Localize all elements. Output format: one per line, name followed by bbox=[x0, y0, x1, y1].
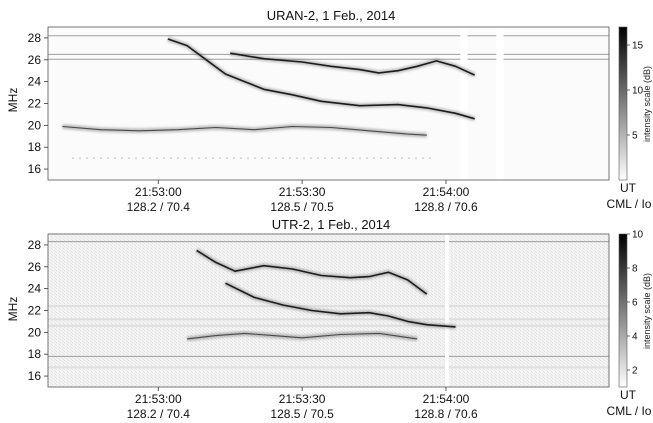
colorbar-label: intensity scale (dB) bbox=[642, 273, 652, 349]
y-tick-label: 16 bbox=[28, 369, 42, 383]
y-tick-label: 22 bbox=[28, 97, 42, 111]
x-tick-time: 21:53:30 bbox=[279, 392, 326, 406]
colorbar-tick-label: 4 bbox=[632, 332, 638, 343]
colorbar-tick-label: 8 bbox=[632, 264, 638, 275]
emission-feature bbox=[229, 50, 476, 78]
emission-feature bbox=[167, 36, 476, 122]
colorbar bbox=[618, 233, 628, 388]
x-unit-time: UT bbox=[620, 181, 637, 195]
data-gap bbox=[445, 234, 449, 387]
y-tick-label: 28 bbox=[28, 238, 42, 252]
data-gap bbox=[496, 27, 504, 180]
colorbar-tick-label: 6 bbox=[632, 298, 638, 309]
x-tick-time: 21:54:00 bbox=[423, 392, 470, 406]
y-ticks: 16 18 20 22 24 26 28 bbox=[28, 31, 48, 176]
y-tick-label: 18 bbox=[28, 347, 42, 361]
y-axis-label: MHz bbox=[6, 88, 20, 113]
background-features bbox=[48, 35, 609, 159]
x-tick-cml: 128.2 / 70.4 bbox=[127, 200, 191, 214]
emission-feature bbox=[195, 248, 429, 297]
emission-features bbox=[186, 248, 456, 342]
y-tick-label: 24 bbox=[28, 75, 42, 89]
panel-uran2: URAN-2, 1 Feb., 2014 MHz 16182022242628 … bbox=[6, 8, 652, 214]
colorbar-tick-label: 15 bbox=[632, 41, 644, 52]
x-tick-cml: 128.8 / 70.6 bbox=[414, 407, 478, 421]
x-tick-time: 21:53:00 bbox=[135, 392, 182, 406]
y-axis-label: MHz bbox=[6, 297, 20, 322]
y-tick-label: 20 bbox=[28, 325, 42, 339]
background-features bbox=[48, 241, 609, 369]
emission-trace bbox=[230, 52, 476, 76]
data-gap bbox=[460, 27, 468, 180]
colorbar-label: intensity scale (dB) bbox=[642, 66, 652, 142]
x-tick-time: 21:53:30 bbox=[279, 185, 326, 199]
x-tick-time: 21:54:00 bbox=[423, 185, 470, 199]
panel-title: UTR-2, 1 Feb., 2014 bbox=[272, 217, 391, 232]
y-tick-label: 22 bbox=[28, 304, 42, 318]
emission-trace bbox=[167, 38, 475, 120]
colorbar-tick-label: 2 bbox=[632, 366, 638, 377]
panel-title: URAN-2, 1 Feb., 2014 bbox=[267, 8, 396, 23]
x-tick-cml: 128.5 / 70.5 bbox=[270, 200, 334, 214]
x-unit-time: UT bbox=[620, 388, 637, 402]
y-ticks: 16 18 20 22 24 26 28 bbox=[28, 238, 48, 383]
y-tick-label: 18 bbox=[28, 140, 42, 154]
x-unit-cml: CML / Io bbox=[607, 404, 652, 418]
data-gaps bbox=[460, 27, 504, 180]
data-gaps bbox=[445, 234, 449, 387]
emission-features bbox=[62, 36, 476, 138]
x-tick-cml: 128.8 / 70.6 bbox=[414, 200, 478, 214]
y-tick-label: 16 bbox=[28, 162, 42, 176]
emission-trace bbox=[196, 249, 428, 295]
emission-feature bbox=[224, 280, 456, 330]
emission-trace bbox=[225, 282, 456, 328]
colorbar-tick-label: 5 bbox=[632, 131, 638, 142]
emission-feature bbox=[186, 330, 418, 342]
x-tick-cml: 128.5 / 70.5 bbox=[270, 407, 334, 421]
x-unit-cml: CML / Io bbox=[607, 197, 652, 211]
y-tick-label: 28 bbox=[28, 31, 42, 45]
colorbar-ticks: 2 4 6 8 10 bbox=[627, 230, 644, 377]
y-tick-label: 24 bbox=[28, 282, 42, 296]
emission-trace bbox=[187, 332, 418, 340]
colorbar-tick-label: 10 bbox=[632, 230, 644, 241]
colorbar bbox=[618, 26, 628, 181]
colorbar-ticks: 5 10 15 bbox=[627, 41, 644, 142]
x-tick-time: 21:53:00 bbox=[135, 185, 182, 199]
colorbar-tick-label: 10 bbox=[632, 86, 644, 97]
emission-feature bbox=[62, 124, 427, 138]
emission-trace bbox=[62, 125, 427, 136]
y-tick-label: 26 bbox=[28, 260, 42, 274]
y-tick-label: 20 bbox=[28, 118, 42, 132]
x-tick-cml: 128.2 / 70.4 bbox=[127, 407, 191, 421]
y-tick-label: 26 bbox=[28, 53, 42, 67]
